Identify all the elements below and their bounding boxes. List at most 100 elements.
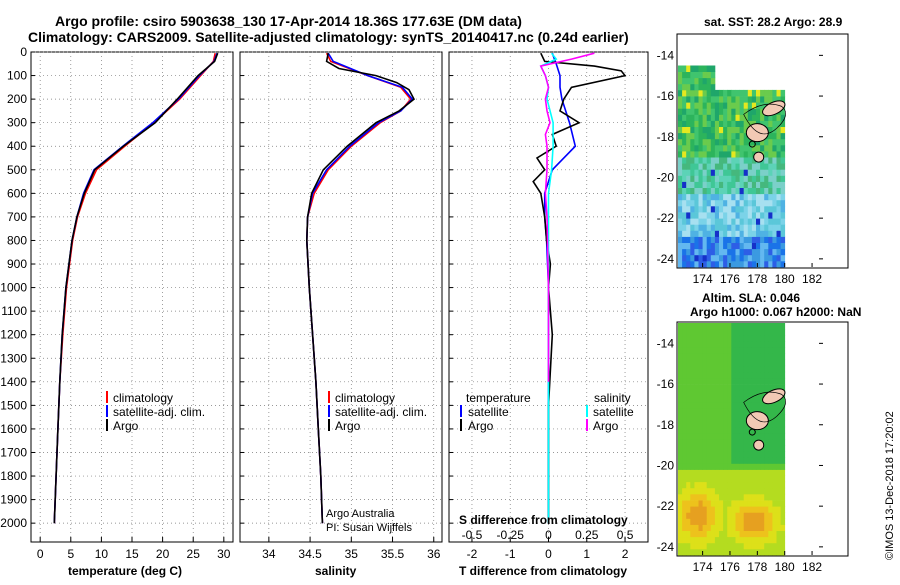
map-cell [678,359,683,367]
map-cell [776,157,781,164]
map-cell [706,254,712,262]
map-cell [694,347,699,354]
map-cell [764,402,769,409]
map-cell [690,365,695,373]
map-cell [776,175,781,182]
map-cell [678,353,683,360]
map-cell [698,487,703,495]
map-cell [780,242,786,250]
map-cell [772,205,777,213]
map-cell [710,408,716,415]
map-cell [690,114,695,121]
map-cell [739,102,745,109]
map-cell [719,163,724,170]
map-cell [739,426,745,434]
map-cell [710,536,716,544]
map-cell [743,218,749,225]
map-cell [756,548,761,556]
map-cell [698,335,703,342]
map-cell [731,341,736,348]
map-cell [739,487,745,495]
map-cell [739,254,745,262]
map-cell [743,260,749,268]
map-cell [731,457,736,464]
map-cell [735,335,740,342]
map-cell [751,248,757,256]
map-cell [731,469,736,476]
map-cell [731,248,736,256]
map-cell [723,126,728,134]
map-cell [756,193,761,201]
map-cell [702,230,708,237]
map-cell [690,451,695,458]
map-cell [739,193,745,201]
y-tick-label: -20 [657,170,675,184]
map-cell [702,329,708,336]
map-cell [731,500,736,507]
map-cell [751,384,757,391]
map-cell [686,512,691,519]
map-cell [723,432,728,440]
map-cell [678,457,683,464]
difference-top-title: S difference from climatology [459,513,628,527]
map-cell [764,199,769,207]
map-cell [768,323,773,330]
map-cell [760,144,765,152]
map-cell [686,536,691,544]
map-cell [735,132,740,140]
map-cell [760,89,765,97]
map-cell [756,432,761,440]
y-tick-label: 1800 [0,469,27,483]
map-cell [772,524,777,531]
map-cell [694,439,699,446]
map-cell [743,236,749,243]
map-cell [723,199,728,207]
map-cell [690,506,695,513]
map-cell [751,402,757,409]
map-cell [743,426,749,434]
map-cell [686,365,691,373]
map-cell [760,384,765,391]
map-cell [768,205,773,213]
map-cell [764,500,769,507]
map-cell [760,114,765,121]
map-cell [735,205,740,213]
map-cell [735,481,740,489]
map-cell [678,426,683,434]
map-cell [768,138,773,146]
figure-title-line2: Climatology: CARS2009. Satellite-adjuste… [28,29,629,45]
map-cell [747,518,753,525]
map-cell [739,457,745,464]
map-cell [694,506,699,513]
map-cell [694,469,699,476]
map-cell [764,365,769,373]
map-cell [682,414,687,422]
map-cell [706,365,712,373]
map-cell [751,89,757,97]
map-cell [723,230,728,237]
map-cell [710,96,716,103]
map-cell [743,120,749,127]
map-cell [702,89,708,97]
map-cell [706,445,712,452]
salinity-frame [239,51,443,543]
map-cell [723,548,728,556]
map-cell [690,89,695,97]
map-cell [731,365,736,373]
x-tick-label: -1 [505,547,516,561]
map-cell [723,542,728,550]
map-cell [702,114,708,121]
map-cell [706,77,712,85]
map-cell [714,212,720,219]
map-cell [735,500,740,507]
map-cell [760,205,765,213]
map-cell [772,365,777,373]
map-cell [710,132,716,140]
map-cell [727,542,732,550]
map-cell [690,426,695,434]
map-cell [719,341,724,348]
s-tick-label: 0.25 [575,528,599,542]
map-cell [686,445,691,452]
map-cell [714,96,720,103]
map-cell [768,365,773,373]
